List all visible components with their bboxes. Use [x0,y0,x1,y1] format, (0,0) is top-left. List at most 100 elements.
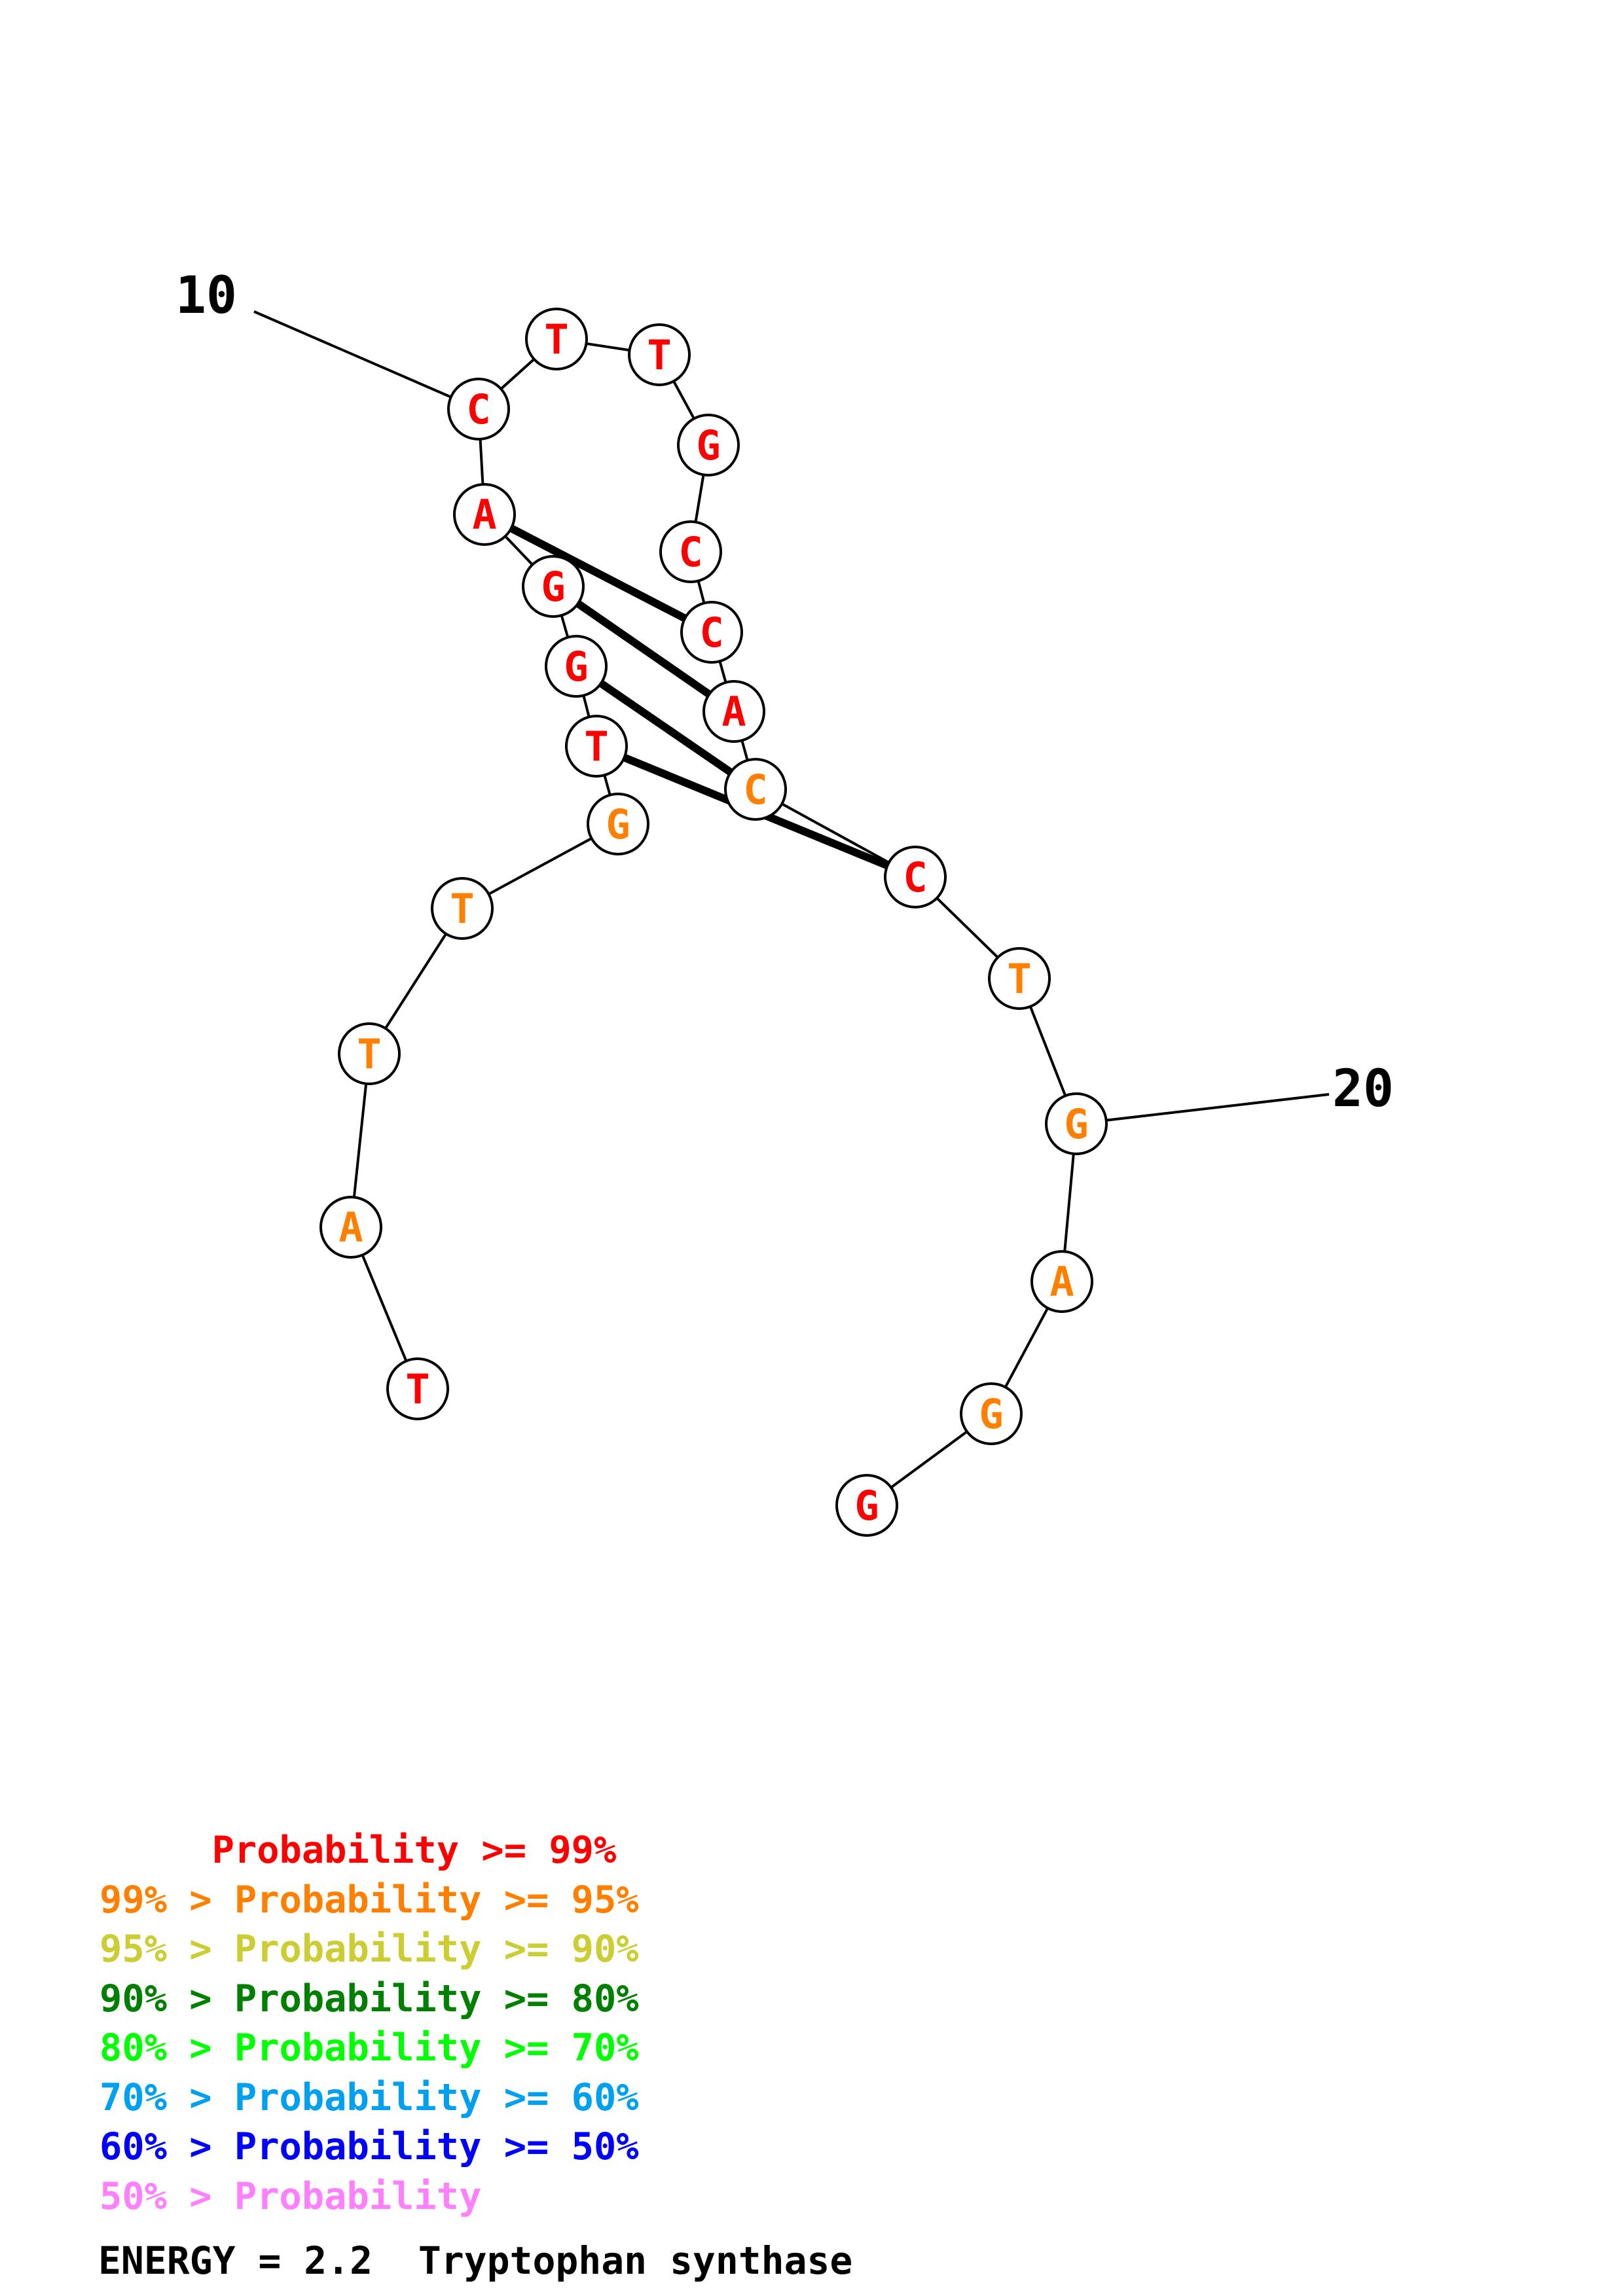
nucleotide: T [988,947,1051,1010]
nucleotide-circle [453,483,516,546]
legend-entry: 70% > Probability >= 60% [100,2073,639,2123]
probability-legend: Probability >= 99% 99% > Probability >= 9… [100,1826,639,2221]
position-label-line [1076,1093,1330,1125]
legend-text: 50% > Probability [100,2174,482,2218]
nucleotide-base: A [721,688,746,736]
nucleotide-base: C [743,766,767,814]
nucleotide: T [525,308,588,370]
position-label: 20 [1332,1060,1394,1119]
nucleotide-circle [565,715,628,778]
nucleotide-circle [525,308,588,370]
legend-text: 95% > Probability >= 90% [100,1928,639,1971]
nucleotide-circle [680,601,743,664]
nucleotide-circle [545,635,608,698]
base-pair-bond [551,583,737,715]
nucleotide-circle [587,793,649,855]
nucleotide: G [960,1382,1023,1445]
legend-text: 60% > Probability >= 50% [100,2125,639,2168]
nucleotide: T [338,1022,401,1085]
footer: ENERGY = 2.2 Tryptophan synthase [98,2238,852,2283]
nucleotide-circle [447,378,510,440]
nucleotide-circle [835,1474,898,1537]
nucleotide: A [453,483,516,546]
nucleotide-base: T [357,1030,381,1078]
legend-entry: 90% > Probability >= 80% [100,1975,639,2024]
legend-text: 70% > Probability >= 60% [100,2075,639,2119]
legend-entry: Probability >= 99% [100,1826,639,1876]
nucleotide: G [587,793,649,855]
nucleotide: T [386,1357,449,1420]
legend-text: 80% > Probability >= 70% [100,2026,639,2070]
legend-text: 99% > Probability >= 95% [100,1878,639,1922]
nucleotide-base: G [979,1390,1003,1438]
legend-entry: 60% > Probability >= 50% [100,2123,639,2172]
position-label-lines [253,310,1330,1125]
nucleotide-base: A [472,491,496,539]
legend-entry: 95% > Probability >= 90% [100,1925,639,1975]
base-pair-bond [574,663,758,793]
nucleotide: A [1030,1250,1093,1313]
nucleotide-circle [724,758,787,821]
nucleotide: A [319,1196,382,1259]
nucleotide-circle [1030,1250,1093,1313]
structure-name: Tryptophan synthase [418,2238,853,2283]
legend-entry: 50% > Probability [100,2172,639,2222]
nucleotide-circle [702,680,765,743]
legend-indent [100,1829,212,1872]
nucleotide-circle [1045,1092,1108,1155]
position-label-line [253,310,479,410]
nucleotide-circle [386,1357,449,1420]
nucleotide: G [545,635,608,698]
nucleotide-circle [338,1022,401,1085]
energy-label: ENERGY = 2.2 [98,2238,373,2283]
nucleotide: C [680,601,743,664]
nucleotide-base: G [696,422,720,469]
nucleotide-base: G [854,1482,879,1530]
legend-entry: 99% > Probability >= 95% [100,1876,639,1926]
nucleotide: G [677,414,740,476]
nucleotide: G [835,1474,898,1537]
nucleotide-base: T [647,331,671,379]
base-pair-bond [483,511,714,636]
nucleotide: C [884,846,947,908]
legend-text: 90% > Probability >= 80% [100,1977,639,2020]
nucleotide-circle [988,947,1051,1010]
nucleotide: A [702,680,765,743]
nucleotide-base: G [564,643,588,691]
nucleotide-circle [960,1382,1023,1445]
nucleotide-circle [659,520,722,583]
nucleotide-base: C [699,609,723,656]
nucleotide-circle [431,877,494,940]
position-labels: 10 20 [175,266,1394,1119]
nucleotide-base: C [466,386,490,433]
nucleotide-circle [319,1196,382,1259]
nucleotide-base: C [903,853,927,901]
nucleotide-base: T [450,885,474,933]
nucleotide-base: A [1049,1258,1074,1306]
nucleotide: C [724,758,787,821]
nucleotide-base: C [678,528,702,576]
legend-text: Probability >= 99% [211,1829,617,1872]
nucleotide: G [522,555,585,618]
base-pairs [483,511,917,881]
nucleotide: T [431,877,494,940]
nucleotide-base: T [544,315,568,363]
nucleotide-circle [522,555,585,618]
nucleotide-circle [884,846,947,908]
nucleotide: T [565,715,628,778]
nucleotide: C [447,378,510,440]
nucleotide-base: T [405,1365,429,1413]
nucleotide: C [659,520,722,583]
nucleotide-base: T [1007,955,1031,1003]
nucleotide-circle [677,414,740,476]
position-label: 10 [175,266,237,325]
nucleotide-base: G [541,563,565,611]
nucleotide-base: A [338,1204,363,1251]
legend-entry: 80% > Probability >= 70% [100,2024,639,2073]
nucleotide: G [1045,1092,1108,1155]
nucleotide-base: G [1064,1100,1088,1148]
nucleotide: T [628,323,691,386]
nucleotide-circle [628,323,691,386]
